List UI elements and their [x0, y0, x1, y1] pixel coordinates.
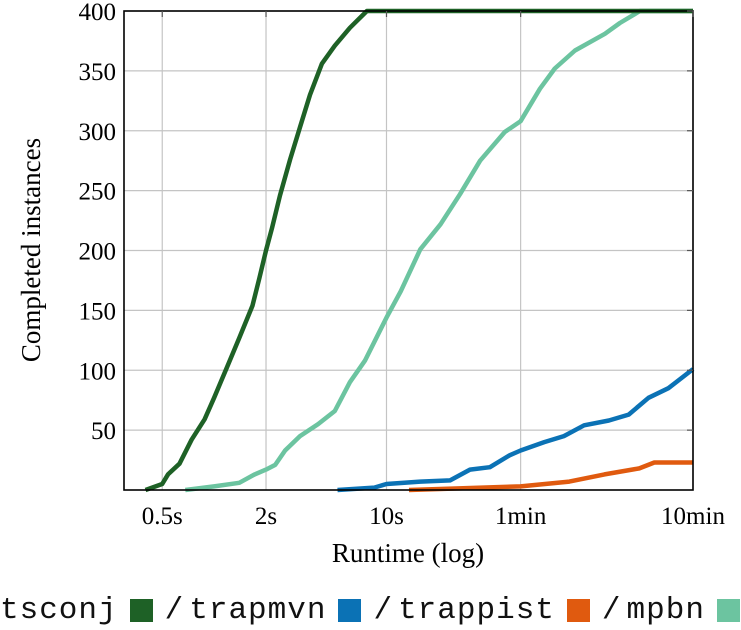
series-line-trappist	[408, 460, 693, 493]
x-tick-label: 2s	[255, 503, 277, 530]
y-axis-title: Completed instances	[16, 138, 46, 362]
legend-label-mpbn: mpbn	[626, 592, 705, 628]
legend-separator: /	[373, 592, 393, 628]
legend-swatch-icon	[566, 598, 590, 622]
grid-lines	[124, 10, 694, 490]
y-tick-label: 50	[91, 418, 116, 445]
legend-label-tsconj: tsconj	[0, 592, 118, 628]
series-line-mpbn	[185, 8, 693, 493]
y-tick-label: 150	[79, 298, 117, 325]
x-tick-label: 0.5s	[142, 503, 183, 530]
legend: tsconj / trapmvn / trappist / mpbn	[0, 590, 741, 630]
y-tick-label: 400	[79, 0, 117, 26]
x-tick-label: 10s	[369, 503, 404, 530]
legend-label-trappist: trappist	[398, 592, 555, 628]
legend-swatch-icon	[716, 598, 740, 622]
legend-swatch-icon	[338, 598, 362, 622]
series-line-tsconj	[144, 8, 693, 493]
legend-label-trapmvn: trapmvn	[189, 592, 327, 628]
series-lines	[144, 8, 695, 493]
x-axis-ticks: 0.5s 2s 10s 1min 10min	[142, 11, 725, 530]
x-tick-label: 10min	[661, 503, 725, 530]
y-tick-label: 300	[79, 119, 117, 146]
x-tick-label: 1min	[495, 503, 547, 530]
legend-swatch-icon	[129, 598, 153, 622]
y-tick-label: 350	[79, 59, 117, 86]
y-tick-label: 100	[79, 358, 117, 385]
y-tick-label: 250	[79, 179, 117, 206]
runtime-chart: 50 100 150 200 250 300 350 400 0.5s 2s 10s 1min 10m…	[16, 0, 725, 568]
legend-separator: /	[164, 592, 184, 628]
y-tick-label: 200	[79, 239, 117, 266]
legend-separator: /	[601, 592, 621, 628]
series-line-trapmvn	[337, 367, 695, 493]
y-axis-ticks: 50 100 150 200 250 300 350 400	[79, 0, 693, 445]
x-axis-title: Runtime (log)	[332, 538, 484, 568]
